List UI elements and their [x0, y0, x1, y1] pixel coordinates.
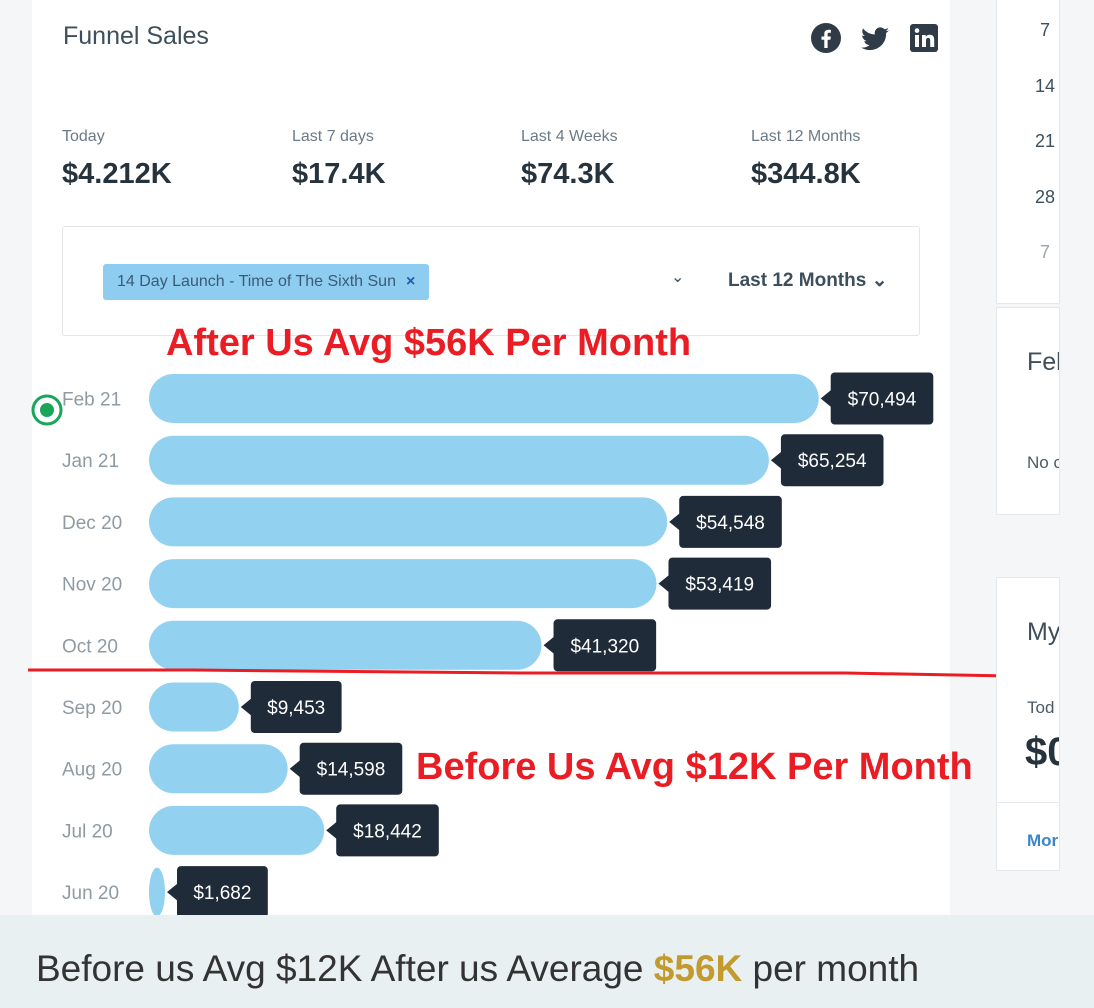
- caption-after: per month: [752, 948, 920, 989]
- stat-value: $344.8K: [751, 158, 861, 190]
- stat-last-4-weeks: Last 4 Weeks $74.3K: [521, 128, 618, 191]
- calendar-day[interactable]: 14: [1034, 76, 1056, 96]
- value-label-box: [553, 619, 657, 672]
- stat-today: Today $4.212K: [62, 128, 172, 191]
- stat-last-12-months: Last 12 Months $344.8K: [751, 128, 861, 191]
- stat-label: Last 12 Months: [751, 128, 861, 145]
- my-stats-card: My Tod $0 Mor: [996, 577, 1060, 871]
- stat-value: $74.3K: [521, 158, 615, 190]
- value-label: $9,453: [267, 698, 325, 719]
- status-marker-dot: [40, 403, 54, 417]
- stat-value: $4.212K: [62, 158, 172, 190]
- bar: [149, 374, 819, 423]
- bar: [149, 805, 325, 855]
- category-label: Nov 20: [62, 575, 122, 596]
- caption-bar: [0, 915, 1094, 1008]
- chip-label: 14 Day Launch - Time of The Sixth Sun: [117, 273, 396, 290]
- value-label-pointer: [167, 883, 178, 902]
- value-label-pointer: [326, 821, 338, 840]
- card-title: Funnel Sales: [63, 22, 209, 50]
- stat-label: Last 4 Weeks: [521, 128, 618, 145]
- value-label-pointer: [658, 574, 670, 593]
- filter-box: 14 Day Launch - Time of The Sixth Sun × ⌄…: [62, 226, 920, 336]
- category-label: Oct 20: [62, 636, 118, 657]
- category-label: Feb 21: [62, 390, 121, 411]
- value-label: $1,682: [193, 883, 251, 904]
- more-link[interactable]: Mor: [1027, 831, 1059, 850]
- facebook-icon[interactable]: [810, 22, 842, 54]
- value-label-box: [668, 557, 772, 610]
- my-today-label: Tod: [1027, 698, 1055, 717]
- chevron-down-icon[interactable]: ⌄: [671, 269, 685, 286]
- value-label-pointer: [240, 698, 252, 716]
- my-heading: My: [1027, 618, 1060, 646]
- value-label-pointer: [770, 451, 782, 470]
- linkedin-icon[interactable]: [908, 22, 940, 54]
- stat-label: Last 7 days: [292, 128, 374, 145]
- period-dropdown[interactable]: Last 12 Months ⌄: [728, 270, 888, 291]
- value-label-pointer: [669, 512, 681, 531]
- divider: [997, 802, 1059, 803]
- stat-last-7-days: Last 7 days $17.4K: [292, 128, 386, 191]
- value-label-box: [299, 742, 403, 795]
- bar: [149, 620, 542, 670]
- value-label-box: [177, 866, 268, 919]
- divider-line: [28, 668, 1011, 678]
- bar: [149, 435, 769, 485]
- calendar-card: [996, 0, 1060, 304]
- category-label: Aug 20: [62, 760, 122, 781]
- bar: [149, 559, 657, 609]
- value-label: $14,598: [317, 760, 386, 781]
- value-label: $18,442: [353, 821, 422, 842]
- category-label: Sep 20: [62, 698, 122, 719]
- my-today-value: $0: [1025, 730, 1059, 774]
- value-label: $65,254: [798, 451, 867, 472]
- stat-label: Today: [62, 128, 105, 145]
- category-label: Jan 21: [62, 451, 119, 472]
- stat-value: $17.4K: [292, 158, 386, 190]
- funnel-filter-chip[interactable]: 14 Day Launch - Time of The Sixth Sun ×: [103, 264, 430, 300]
- value-label: $53,419: [685, 575, 754, 596]
- events-empty-text: No c: [1027, 453, 1060, 472]
- twitter-icon[interactable]: [859, 22, 891, 54]
- value-label-box: [679, 495, 782, 548]
- value-label-pointer: [543, 636, 555, 655]
- caption-before: Before us Avg $12K After us Average: [36, 948, 644, 989]
- bar: [149, 744, 288, 794]
- events-card: Feb No c: [996, 307, 1060, 515]
- value-label-box: [780, 434, 884, 487]
- events-heading: Feb: [1027, 348, 1059, 376]
- caption: Before us Avg $12K After us Average $56K…: [36, 948, 919, 990]
- calendar-day[interactable]: 7: [1039, 242, 1050, 262]
- value-label-pointer: [289, 759, 301, 778]
- bar: [149, 682, 239, 732]
- annotation-after: After Us Avg $56K Per Month: [166, 322, 692, 364]
- value-label: $70,494: [848, 390, 917, 411]
- calendar-day[interactable]: 7: [1039, 20, 1050, 40]
- value-label-pointer: [820, 389, 832, 408]
- value-label-box: [336, 804, 439, 857]
- caption-highlight: $56K: [653, 948, 743, 989]
- category-label: Jul 20: [62, 821, 113, 842]
- bar: [149, 497, 668, 547]
- close-icon[interactable]: ×: [405, 273, 416, 290]
- annotation-before: Before Us Avg $12K Per Month: [416, 746, 973, 788]
- calendar-day[interactable]: 21: [1034, 131, 1056, 151]
- category-label: Jun 20: [62, 883, 119, 904]
- category-label: Dec 20: [62, 513, 122, 534]
- calendar-day[interactable]: 28: [1034, 187, 1056, 207]
- value-label-box: [250, 681, 342, 733]
- value-label: $41,320: [570, 636, 639, 657]
- bar: [149, 867, 165, 917]
- value-label-box: [830, 372, 934, 425]
- value-label: $54,548: [696, 513, 765, 534]
- sales-bar-chart: Feb 21 $70,494 Jan 21 $65,254 Dec 20 $54,548 N…: [28, 372, 1011, 919]
